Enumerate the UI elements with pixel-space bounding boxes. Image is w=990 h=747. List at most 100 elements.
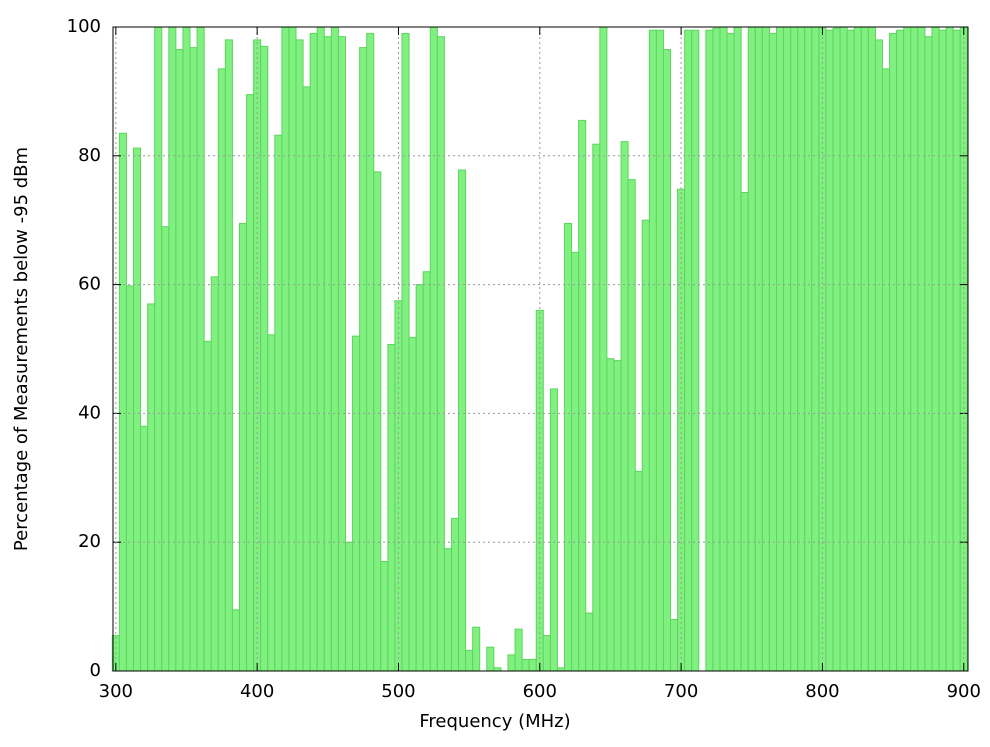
bar — [733, 26, 742, 672]
bar — [797, 26, 806, 672]
bar — [281, 26, 290, 672]
bar — [790, 26, 799, 672]
bar — [882, 68, 891, 672]
x-tick-label: 500 — [381, 681, 415, 702]
bar — [889, 32, 898, 672]
y-axis-label: Percentage of Measurements below -95 dBm — [11, 147, 32, 551]
bar — [853, 26, 862, 672]
y-tick-label: 40 — [78, 402, 101, 423]
bar — [387, 343, 396, 672]
bar — [450, 517, 460, 672]
bar — [415, 284, 424, 672]
bar — [648, 29, 657, 672]
bar — [662, 49, 672, 672]
bar — [316, 26, 325, 672]
y-tick-label: 0 — [90, 660, 101, 681]
bar — [465, 649, 474, 672]
bar — [896, 29, 905, 672]
bar — [366, 32, 375, 672]
bar — [330, 26, 339, 672]
bar — [768, 32, 778, 672]
bar — [422, 271, 431, 672]
bar — [606, 358, 615, 672]
x-axis-label: Frequency (MHz) — [419, 711, 570, 732]
bar — [154, 26, 163, 672]
bar — [337, 36, 346, 672]
y-tick-label: 20 — [78, 531, 101, 552]
bar — [429, 26, 438, 672]
bar — [712, 27, 721, 672]
bar — [359, 47, 368, 672]
bar — [344, 541, 354, 672]
bar — [217, 68, 226, 672]
bar — [302, 86, 311, 672]
y-tick-label: 80 — [78, 145, 101, 166]
bar — [832, 27, 841, 672]
bar — [528, 658, 537, 672]
bar — [620, 141, 629, 672]
bar — [394, 300, 403, 672]
bar — [168, 26, 177, 672]
bar — [118, 132, 127, 672]
bar — [161, 226, 170, 672]
bar — [507, 654, 516, 672]
bar — [804, 26, 813, 672]
bar — [754, 26, 763, 672]
bar — [776, 26, 785, 672]
bar — [917, 26, 926, 672]
bar — [705, 29, 714, 672]
bar — [458, 169, 467, 672]
bar — [246, 94, 255, 672]
x-tick-label: 800 — [805, 681, 839, 702]
bar — [592, 143, 601, 672]
bar — [486, 646, 495, 672]
x-tick-label: 300 — [99, 681, 133, 702]
bar — [542, 635, 551, 672]
bar — [288, 26, 297, 672]
bar — [627, 179, 636, 672]
bar — [295, 39, 304, 672]
y-tick-label: 100 — [67, 16, 101, 37]
bar — [846, 29, 855, 672]
bar — [436, 36, 445, 672]
bar — [783, 26, 792, 672]
bar — [938, 29, 947, 672]
bar — [571, 251, 580, 672]
bar — [684, 29, 693, 672]
bar — [811, 26, 820, 672]
bar — [719, 26, 728, 672]
x-tick-label: 700 — [664, 681, 698, 702]
x-tick-label: 600 — [523, 681, 557, 702]
bar — [578, 119, 587, 672]
bar — [910, 26, 919, 672]
bar — [140, 425, 149, 672]
bar — [691, 29, 700, 672]
bar — [585, 612, 594, 672]
bar — [931, 26, 940, 672]
bar — [323, 36, 332, 672]
bar — [641, 219, 650, 672]
bar — [373, 171, 382, 672]
bar — [521, 658, 530, 672]
bar — [147, 303, 156, 672]
bar — [634, 470, 643, 672]
bar — [267, 334, 276, 672]
bar — [761, 26, 770, 672]
bar — [253, 39, 262, 672]
bar — [564, 222, 573, 672]
bar — [309, 32, 318, 672]
bar — [903, 26, 912, 672]
bar — [514, 628, 523, 672]
x-tick-label: 400 — [240, 681, 274, 702]
bar — [443, 548, 452, 672]
bar — [740, 192, 749, 672]
bar — [125, 285, 134, 672]
bar — [401, 32, 410, 672]
bar — [670, 618, 679, 672]
bar — [203, 340, 212, 672]
bar — [860, 26, 869, 672]
bar — [231, 609, 240, 672]
bar — [196, 26, 205, 672]
bar — [874, 39, 884, 672]
